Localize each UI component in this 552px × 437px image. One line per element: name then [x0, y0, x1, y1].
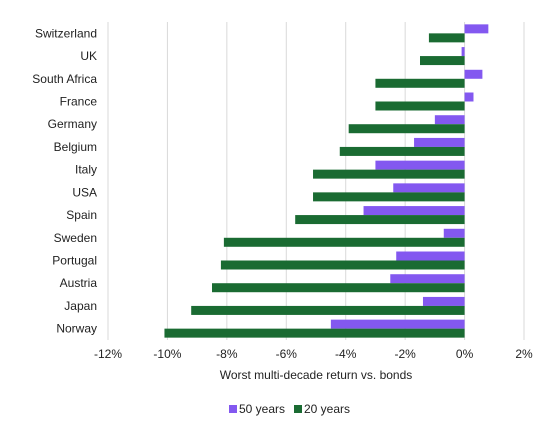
bar-20-years-germany: [348, 124, 465, 134]
category-label-france: France: [60, 95, 98, 109]
bars: [164, 24, 489, 338]
bar-50-years-austria: [390, 274, 465, 284]
bar-20-years-uk: [420, 56, 465, 66]
x-tick-labels: -12% -10% -8% -6% -4% -2% 0% 2%: [94, 347, 533, 361]
bar-50-years-germany: [434, 115, 465, 125]
bar-20-years-italy: [313, 169, 465, 179]
x-tick-label-4: -4%: [335, 347, 357, 361]
category-label-austria: Austria: [60, 276, 98, 290]
bar-50-years-sweden: [443, 228, 465, 238]
category-label-belgium: Belgium: [54, 140, 97, 154]
bar-50-years-spain: [363, 206, 465, 216]
x-tick-label-8: -8%: [216, 347, 238, 361]
category-label-japan: Japan: [64, 299, 97, 313]
legend: 50 years 20 years: [229, 402, 350, 416]
gridlines: [107, 22, 525, 340]
bar-50-years-italy: [375, 160, 465, 170]
x-tick-label-2: 2%: [515, 347, 533, 361]
category-label-sweden: Sweden: [54, 231, 97, 245]
category-label-spain: Spain: [66, 208, 97, 222]
category-label-usa: USA: [72, 185, 97, 199]
legend-label-20-years: 20 years: [304, 402, 350, 416]
bar-50-years-usa: [393, 183, 465, 193]
category-label-south-africa: South Africa: [32, 72, 97, 86]
category-label-germany: Germany: [48, 117, 97, 131]
bar-20-years-sweden: [223, 237, 465, 247]
bar-50-years-norway: [330, 319, 465, 329]
legend-swatch-50-years: [229, 405, 237, 413]
category-label-switzerland: Switzerland: [35, 26, 97, 40]
bar-50-years-switzerland: [464, 24, 489, 34]
x-tick-label-2: -2%: [394, 347, 416, 361]
legend-swatch-20-years: [294, 405, 302, 413]
bar-50-years-belgium: [414, 137, 465, 147]
bar-50-years-japan: [422, 296, 465, 306]
legend-label-50-years: 50 years: [239, 402, 285, 416]
bar-20-years-japan: [191, 305, 465, 315]
bar-20-years-south-africa: [375, 78, 465, 88]
bar-20-years-belgium: [339, 146, 465, 156]
bar-20-years-portugal: [220, 260, 465, 270]
bar-20-years-austria: [212, 283, 465, 293]
category-label-uk: UK: [80, 49, 97, 63]
x-axis-title: Worst multi-decade return vs. bonds: [220, 368, 413, 382]
bar-50-years-uk: [461, 47, 465, 57]
category-labels: Switzerland UK South Africa France Germany Be…: [32, 26, 97, 335]
x-tick-label-12: -12%: [94, 347, 122, 361]
category-label-portugal: Portugal: [52, 254, 97, 268]
bar-50-years-france: [464, 92, 474, 102]
x-tick-label-6: -6%: [276, 347, 298, 361]
bar-50-years-south-africa: [464, 69, 483, 79]
bar-20-years-usa: [313, 192, 465, 202]
bar-20-years-spain: [295, 215, 465, 225]
category-label-italy: Italy: [75, 163, 97, 177]
bar-20-years-norway: [164, 328, 465, 338]
bar-20-years-france: [375, 101, 465, 111]
x-tick-label-10: -10%: [153, 347, 181, 361]
bar-50-years-portugal: [396, 251, 465, 261]
category-label-norway: Norway: [56, 322, 97, 336]
x-tick-label-0: 0%: [456, 347, 474, 361]
bar-20-years-switzerland: [428, 33, 465, 43]
